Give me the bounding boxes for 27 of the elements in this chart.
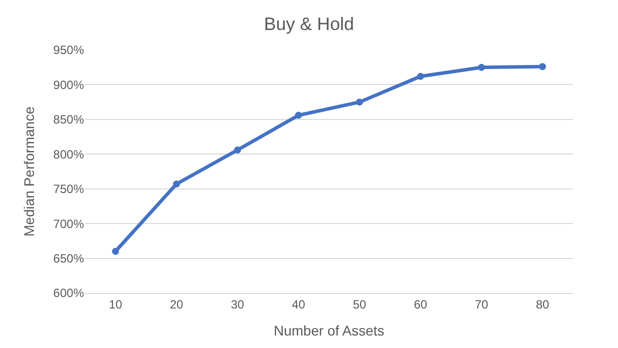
x-tick-label: 20 [170, 297, 184, 312]
point [478, 64, 485, 71]
point [295, 112, 302, 119]
point [112, 248, 119, 255]
x-axis-title: Number of Assets [274, 322, 384, 339]
x-tick-label: 30 [230, 297, 244, 312]
y-tick-label: 800% [53, 147, 84, 162]
y-tick-label: 700% [53, 216, 84, 231]
x-tick-label: 40 [292, 297, 306, 312]
point [356, 98, 363, 106]
point [417, 72, 424, 80]
y-tick-label: 850% [53, 112, 84, 127]
y-tick-label: 650% [53, 251, 84, 266]
x-tick-label: 10 [108, 297, 122, 312]
point [539, 63, 546, 70]
y-tick-label: 600% [53, 286, 84, 300]
y-tick-label: 750% [53, 182, 84, 196]
x-tick-label: 80 [536, 297, 550, 312]
x-tick-label: 70 [474, 297, 488, 312]
point [234, 146, 241, 154]
x-tick-label: 50 [352, 297, 366, 312]
y-tick-label: 950% [53, 43, 84, 58]
y-tick-label: 900% [53, 78, 84, 92]
point [173, 180, 180, 188]
x-tick-label: 60 [414, 297, 428, 312]
y-axis-title: Median Performance [20, 106, 37, 236]
chart-title: Buy & Hold [264, 14, 354, 34]
